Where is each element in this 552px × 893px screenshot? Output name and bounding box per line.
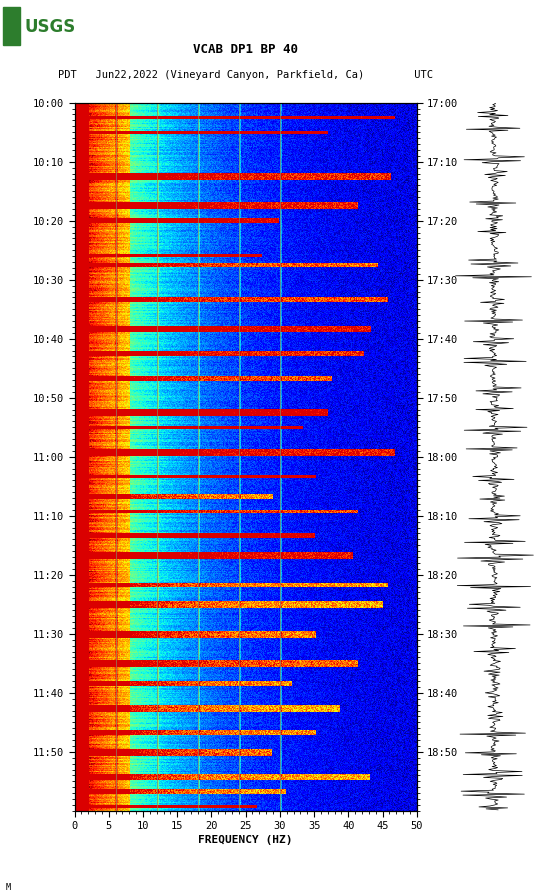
Bar	[3, 6, 20, 45]
Text: USGS: USGS	[24, 18, 75, 36]
Text: PDT   Jun22,2022 (Vineyard Canyon, Parkfield, Ca)        UTC: PDT Jun22,2022 (Vineyard Canyon, Parkfie…	[58, 70, 433, 80]
Text: VCAB DP1 BP 40: VCAB DP1 BP 40	[193, 43, 298, 55]
Text: M: M	[6, 883, 10, 892]
X-axis label: FREQUENCY (HZ): FREQUENCY (HZ)	[198, 836, 293, 846]
